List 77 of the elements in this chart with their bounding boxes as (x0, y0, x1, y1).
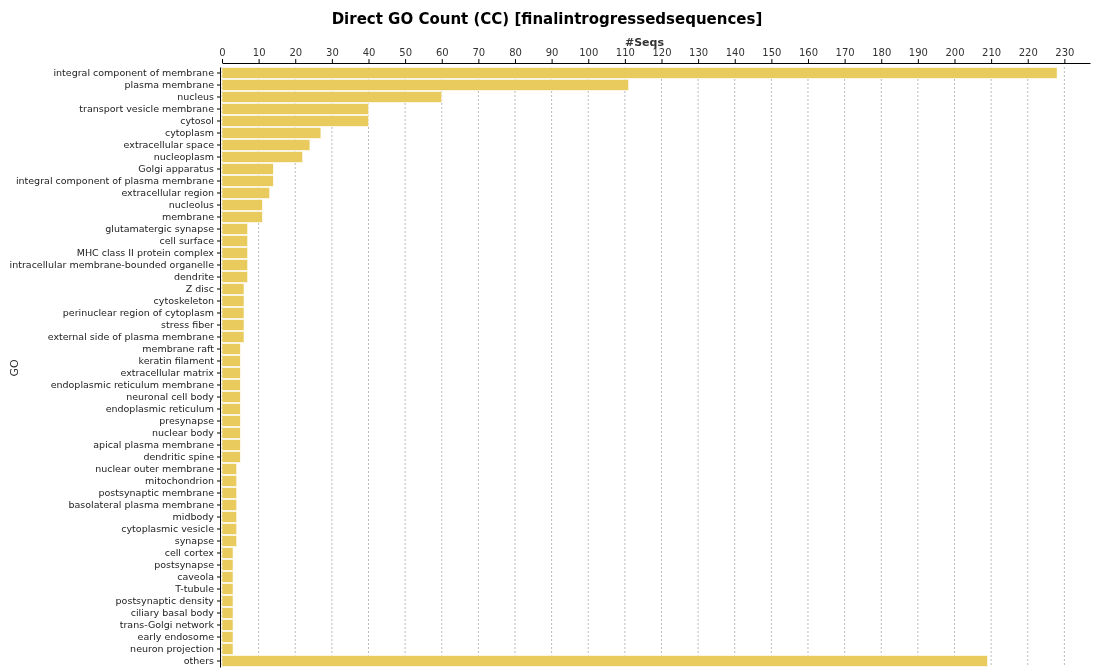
y-tick-label: cell cortex (164, 547, 215, 559)
y-tick-label: nuclear body (152, 427, 215, 439)
x-tick-label: 160 (798, 47, 819, 58)
x-tick-label: 30 (326, 47, 339, 58)
x-tick-label: 40 (362, 47, 376, 58)
y-tick-label: nuclear outer membrane (95, 463, 215, 475)
y-tick-label: membrane (162, 211, 215, 223)
x-tick-label: 150 (762, 47, 782, 58)
y-tick-label: presynapse (159, 415, 215, 427)
y-tick-label: dendritic spine (143, 451, 215, 463)
x-tick-label: 100 (579, 47, 599, 58)
y-tick-label: intracellular membrane-bounded organelle (9, 259, 215, 271)
x-tick-label: 130 (689, 47, 709, 58)
y-tick-label: integral component of membrane (53, 67, 215, 79)
y-tick-label: perinuclear region of cytoplasm (62, 307, 214, 319)
x-tick-label: 70 (472, 47, 486, 58)
y-tick-label: others (183, 655, 215, 667)
x-tick-label: 0 (219, 47, 226, 58)
x-tick-label: 200 (945, 47, 965, 58)
y-tick-label: midbody (172, 511, 215, 523)
y-tick-label: endoplasmic reticulum membrane (50, 379, 215, 391)
y-tick-label: transport vesicle membrane (79, 103, 215, 115)
y-axis-title: GO (8, 359, 21, 377)
x-tick-label: 50 (399, 47, 412, 58)
x-tick-label: 90 (545, 47, 559, 58)
y-tick-label: membrane raft (142, 343, 215, 355)
x-tick-label: 230 (1055, 47, 1075, 58)
y-tick-label: endoplasmic reticulum (105, 403, 214, 415)
y-tick-label: nucleoplasm (153, 151, 214, 163)
y-tick-label: postsynaptic density (115, 595, 215, 607)
x-tick-label: 180 (872, 47, 892, 58)
y-tick-label: postsynapse (154, 559, 215, 571)
y-tick-label: glutamatergic synapse (105, 223, 215, 235)
y-tick-label: basolateral plasma membrane (68, 499, 215, 511)
y-tick-label: caveola (177, 571, 214, 583)
y-tick-label: T-tubule (174, 583, 215, 595)
chart-title: Direct GO Count (CC) [finalintrogressedsequences] (331, 10, 763, 28)
x-tick-label: 20 (289, 47, 303, 58)
y-tick-label: mitochondrion (145, 475, 214, 487)
y-tick-label: external side of plasma membrane (47, 331, 215, 343)
y-tick-label: cell surface (159, 235, 215, 247)
y-tick-label: apical plasma membrane (93, 439, 215, 451)
y-tick-label: plasma membrane (124, 79, 215, 91)
x-tick-label: 120 (652, 47, 672, 58)
y-tick-label: neuronal cell body (126, 391, 215, 403)
y-tick-label: postsynaptic membrane (98, 487, 215, 499)
y-tick-label: early endosome (137, 631, 215, 643)
y-tick-label: dendrite (173, 271, 215, 283)
x-tick-label: 10 (252, 47, 266, 58)
y-tick-label: cytoplasm (164, 127, 214, 139)
y-tick-label: ciliary basal body (130, 607, 215, 619)
x-tick-label: 140 (725, 47, 745, 58)
x-tick-label: 190 (908, 47, 928, 58)
y-tick-label: extracellular region (121, 187, 214, 199)
y-tick-label: cytosol (180, 115, 214, 127)
y-tick-label: synapse (174, 535, 215, 547)
x-tick-label: 80 (509, 47, 522, 58)
x-tick-label: 220 (1018, 47, 1038, 58)
y-tick-label: extracellular space (123, 139, 215, 151)
y-tick-label: trans-Golgi network (119, 619, 215, 631)
x-tick-label: 210 (982, 47, 1002, 58)
x-axis-title: #Seqs (624, 36, 665, 49)
y-tick-label: Z disc (185, 283, 214, 295)
x-tick-label: 110 (615, 47, 635, 58)
y-tick-label: MHC class II protein complex (76, 247, 215, 259)
x-tick-label: 170 (835, 47, 855, 58)
y-tick-label: stress fiber (161, 319, 215, 331)
y-tick-label: cytoplasmic vesicle (121, 523, 215, 535)
y-tick-label: nucleus (177, 91, 215, 103)
y-tick-label: neuron projection (130, 643, 214, 655)
y-tick-label: cytoskeleton (153, 295, 214, 307)
y-tick-label: Golgi apparatus (138, 163, 215, 175)
y-tick-label: integral component of plasma membrane (15, 175, 215, 187)
y-tick-label: extracellular matrix (120, 367, 215, 379)
x-tick-label: 60 (435, 47, 449, 58)
y-tick-label: keratin filament (138, 355, 215, 367)
y-tick-label: nucleolus (168, 199, 215, 211)
